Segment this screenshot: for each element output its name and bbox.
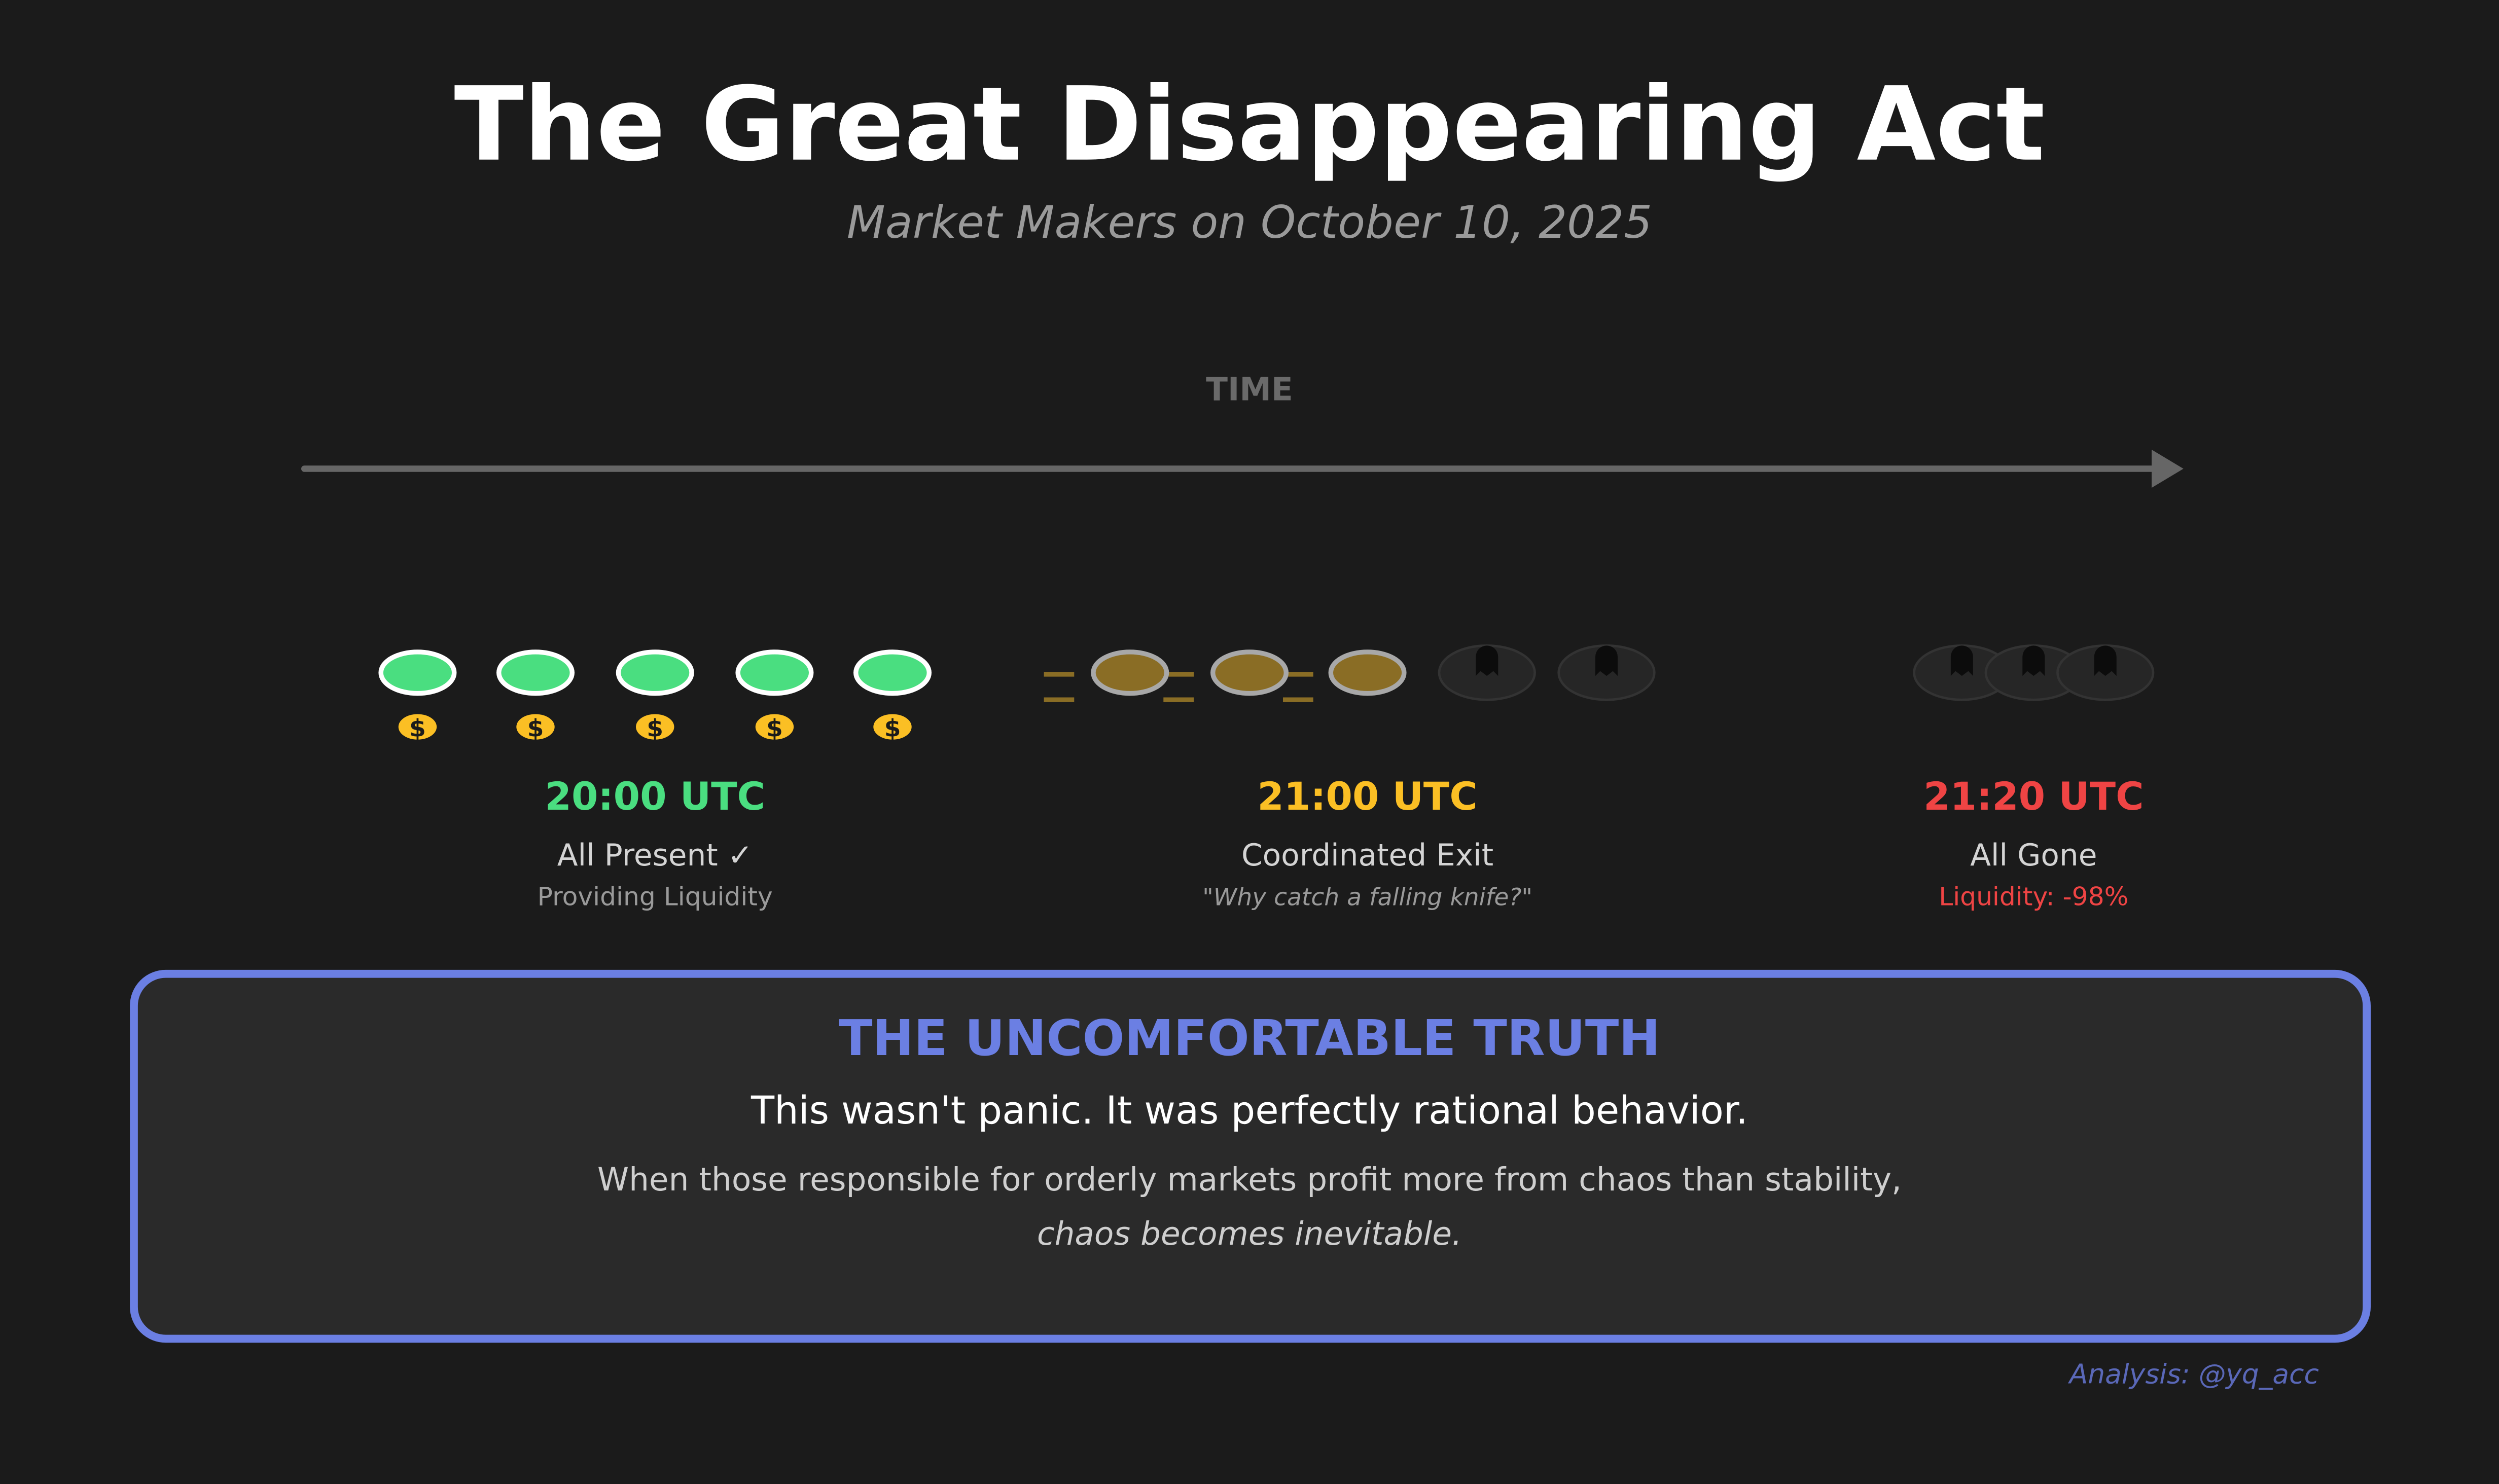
market-maker-gone — [1984, 644, 2083, 701]
stage-status: All Present ✓ — [557, 838, 753, 873]
market-maker-present: $ — [378, 649, 457, 743]
ghost-icon — [1476, 645, 1498, 676]
ghost-icon — [2022, 645, 2045, 676]
coin-icon: $ — [398, 714, 437, 743]
market-maker-present: $ — [496, 649, 575, 743]
stage-note: "Why catch a falling knife?" — [1202, 884, 1532, 912]
stage-note: Liquidity: -98% — [1939, 882, 2128, 912]
svg-text:$: $ — [527, 715, 544, 743]
coin-icon: $ — [755, 714, 794, 743]
page-title: The Great Disappearing Act — [454, 65, 2045, 184]
stage-status: Coordinated Exit — [1241, 838, 1493, 873]
timeline-label: TIME — [1206, 371, 1293, 408]
ghost-icon — [1595, 645, 1618, 676]
stage-time: 21:00 UTC — [1257, 774, 1477, 819]
truth-box: THE UNCOMFORTABLE TRUTH This wasn't pani… — [130, 969, 2371, 1343]
stage-all-present: $ $ $ $ — [378, 649, 932, 912]
stage-all-gone: 21:20 UTC All Gone Liquidity: -98% — [1913, 644, 2155, 912]
svg-text:$: $ — [409, 715, 426, 743]
truth-heading: THE UNCOMFORTABLE TRUTH — [839, 1009, 1660, 1067]
ghost-icon — [1950, 645, 1973, 676]
svg-text:$: $ — [766, 715, 783, 743]
market-maker-leaving — [1210, 649, 1289, 696]
truth-line-2: chaos becomes inevitable. — [1037, 1215, 1462, 1252]
market-maker-gone — [2056, 644, 2155, 701]
coin-icon: $ — [516, 714, 555, 743]
stage-note: Providing Liquidity — [538, 882, 773, 912]
market-maker-leaving — [1328, 649, 1407, 696]
svg-text:$: $ — [647, 715, 663, 743]
market-maker-present: $ — [735, 649, 814, 743]
market-maker-gone — [1438, 644, 1536, 701]
market-maker-present: $ — [853, 649, 932, 743]
analysis-credit: Analysis: @yq_acc — [2068, 1358, 2319, 1390]
svg-text:$: $ — [884, 715, 901, 743]
market-maker-present: $ — [616, 649, 694, 743]
truth-statement: This wasn't panic. It was perfectly rati… — [751, 1088, 1748, 1133]
coin-icon: $ — [636, 714, 674, 743]
ghost-icon — [2094, 645, 2117, 676]
stage-time: 20:00 UTC — [545, 774, 765, 819]
stage-status: All Gone — [1970, 838, 2097, 873]
stage-time: 21:20 UTC — [1923, 774, 2144, 819]
coin-icon: $ — [873, 714, 912, 743]
market-maker-gone — [1913, 644, 2011, 701]
market-maker-gone — [1557, 644, 1656, 701]
truth-line-1: When those responsible for orderly marke… — [597, 1161, 1902, 1198]
stage-coordinated-exit: 21:00 UTC Coordinated Exit "Why catch a … — [1044, 644, 1656, 912]
market-maker-leaving — [1091, 649, 1169, 696]
page-subtitle: Market Makers on October 10, 2025 — [847, 196, 1652, 248]
